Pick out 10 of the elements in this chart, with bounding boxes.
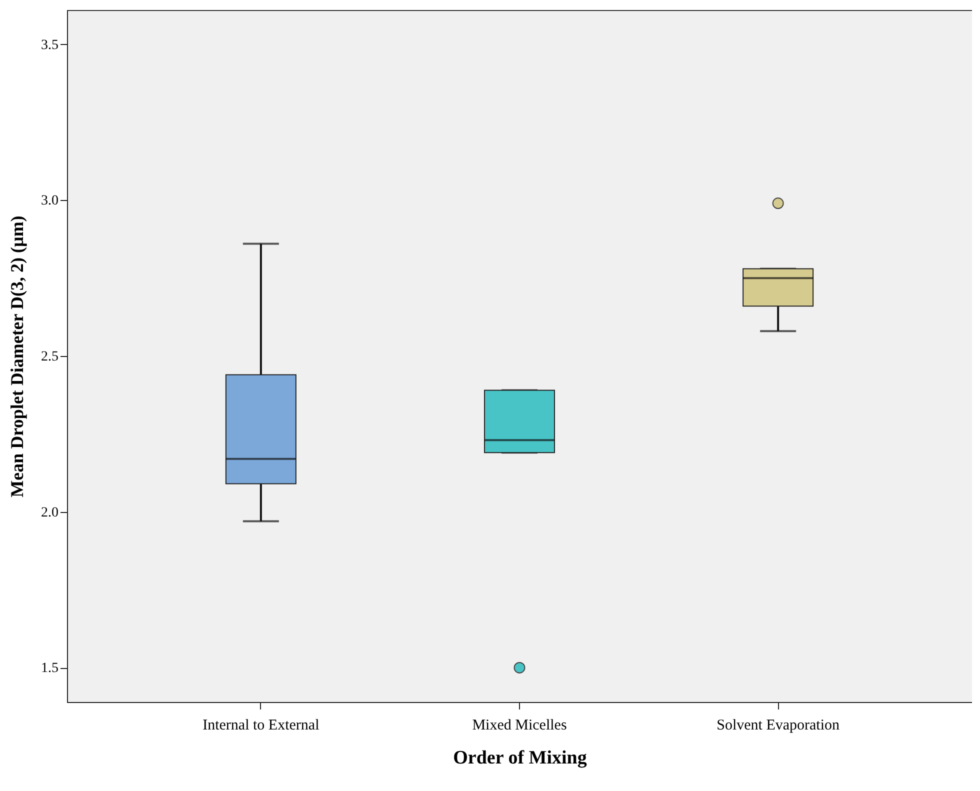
y-tick-label: 2.5 [41, 350, 58, 364]
x-tick-label: Mixed Micelles [472, 718, 567, 734]
y-tick-label: 2.0 [41, 505, 58, 520]
x-tick-label: Solvent Evaporation [716, 718, 840, 734]
y-tick-label: 3.5 [41, 38, 58, 53]
y-tick-label: 1.5 [41, 661, 58, 676]
x-axis-title: Order of Mixing [453, 748, 588, 768]
y-axis-title: Mean Droplet Diameter D(3, 2) (µm) [7, 216, 27, 498]
y-tick-label: 3.0 [41, 194, 58, 209]
x-tick-label: Internal to External [202, 718, 320, 734]
